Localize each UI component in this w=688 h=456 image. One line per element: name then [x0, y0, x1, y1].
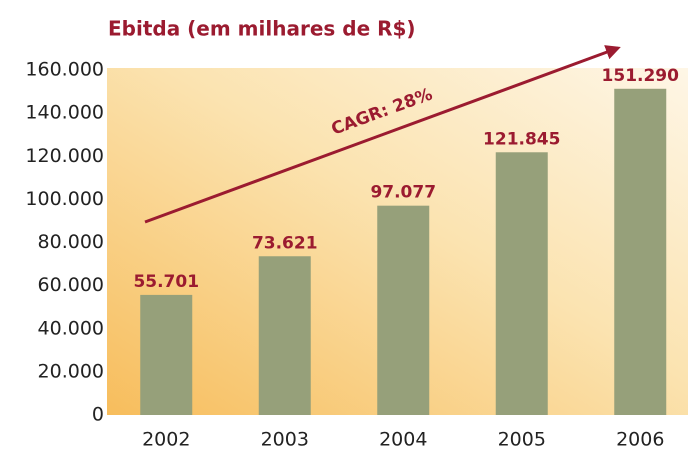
value-label: 151.290 [602, 66, 680, 86]
x-tick-label: 2004 [379, 429, 427, 451]
y-tick-label: 60.000 [38, 274, 104, 296]
value-label: 55.701 [133, 272, 199, 292]
bar [495, 152, 548, 415]
y-tick-label: 160.000 [25, 59, 104, 81]
bar [140, 294, 193, 415]
y-tick-label: 80.000 [38, 231, 104, 253]
bar [258, 256, 311, 415]
value-label: 73.621 [252, 233, 318, 253]
bar [614, 88, 667, 415]
y-tick-label: 40.000 [38, 317, 104, 339]
value-label: 97.077 [370, 183, 436, 203]
trend-arrow [144, 45, 621, 224]
bar [377, 205, 430, 415]
y-tick-label: 20.000 [38, 360, 104, 382]
value-label: 121.845 [483, 129, 560, 149]
x-tick-label: 2005 [498, 429, 546, 451]
y-tick-label: 0 [92, 404, 104, 426]
y-tick-label: 120.000 [25, 145, 104, 167]
x-tick-label: 2002 [142, 429, 190, 451]
chart-title: Ebitda (em milhares de R$) [108, 17, 416, 41]
x-tick-label: 2003 [261, 429, 309, 451]
y-tick-label: 140.000 [25, 102, 104, 124]
x-tick-label: 2006 [616, 429, 664, 451]
y-tick-label: 100.000 [25, 188, 104, 210]
